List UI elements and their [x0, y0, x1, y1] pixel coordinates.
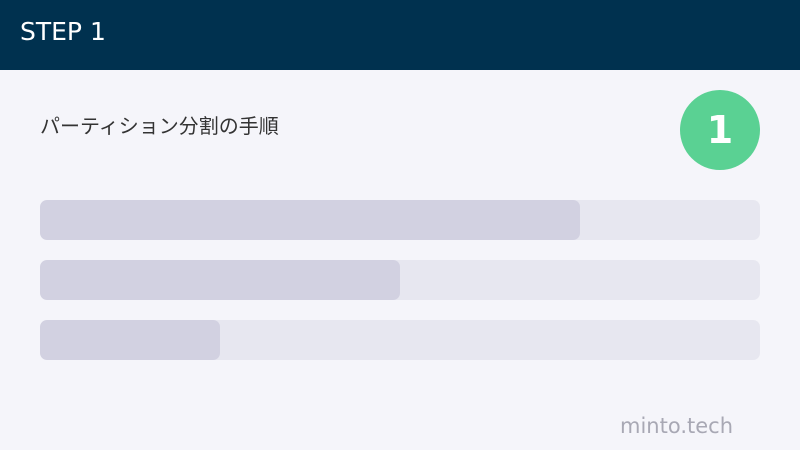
header: STEP 1: [0, 0, 800, 70]
brand-watermark: minto.tech: [620, 414, 733, 438]
subtitle: パーティション分割の手順: [40, 114, 279, 138]
progress-bar: [40, 200, 760, 240]
progress-fill: [40, 260, 400, 300]
header-title: STEP 1: [20, 17, 106, 46]
progress-bar: [40, 260, 760, 300]
step-number-badge: 1: [680, 90, 760, 170]
progress-fill: [40, 200, 580, 240]
progress-bar: [40, 320, 760, 360]
progress-fill: [40, 320, 220, 360]
